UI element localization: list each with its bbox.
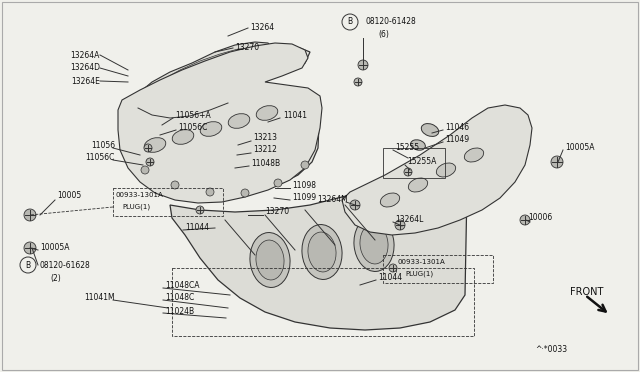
Ellipse shape (308, 232, 336, 272)
Text: 11048B: 11048B (251, 158, 280, 167)
Circle shape (358, 60, 368, 70)
Text: 11056: 11056 (91, 141, 115, 150)
Text: PLUG(1): PLUG(1) (122, 204, 150, 210)
Circle shape (404, 168, 412, 176)
Text: PLUG(1): PLUG(1) (405, 271, 433, 277)
Text: 11056C: 11056C (178, 122, 207, 131)
Text: 11056+A: 11056+A (175, 110, 211, 119)
Circle shape (274, 179, 282, 187)
Text: 13264M: 13264M (317, 196, 348, 205)
Text: 08120-61428: 08120-61428 (365, 17, 416, 26)
Ellipse shape (465, 148, 484, 162)
Bar (383, 255, 493, 283)
Text: 13264D: 13264D (70, 64, 100, 73)
Circle shape (206, 188, 214, 196)
Ellipse shape (360, 224, 388, 264)
Ellipse shape (200, 122, 222, 136)
Text: 11099: 11099 (292, 192, 316, 202)
Circle shape (196, 206, 204, 214)
Circle shape (350, 200, 360, 210)
Ellipse shape (250, 232, 290, 288)
Bar (113, 188, 223, 216)
Ellipse shape (228, 114, 250, 128)
Text: 11044: 11044 (185, 224, 209, 232)
Circle shape (141, 166, 149, 174)
Text: 15255A: 15255A (407, 157, 436, 167)
Circle shape (241, 189, 249, 197)
Text: 10005: 10005 (57, 192, 81, 201)
Text: 11098: 11098 (292, 180, 316, 189)
Text: 15255: 15255 (395, 144, 419, 153)
Circle shape (146, 158, 154, 166)
Polygon shape (128, 100, 232, 122)
Ellipse shape (256, 240, 284, 280)
Circle shape (551, 156, 563, 168)
Circle shape (520, 215, 530, 225)
Circle shape (354, 78, 362, 86)
Text: 10006: 10006 (528, 214, 552, 222)
Text: 11049: 11049 (445, 135, 469, 144)
Ellipse shape (380, 193, 399, 207)
Text: 11024B: 11024B (165, 307, 194, 315)
Polygon shape (170, 135, 468, 330)
Text: 00933-1301A: 00933-1301A (398, 259, 445, 265)
Ellipse shape (354, 217, 394, 272)
Text: 13270: 13270 (265, 208, 289, 217)
Text: 13264A: 13264A (70, 51, 100, 60)
Polygon shape (118, 43, 322, 203)
Bar (383, 148, 445, 178)
Text: 10005A: 10005A (565, 144, 595, 153)
Text: 11046: 11046 (445, 124, 469, 132)
Circle shape (24, 242, 36, 254)
Ellipse shape (172, 130, 194, 144)
Circle shape (144, 144, 152, 152)
Polygon shape (125, 47, 320, 200)
Circle shape (171, 181, 179, 189)
Circle shape (389, 264, 397, 272)
Polygon shape (342, 105, 532, 235)
Circle shape (395, 220, 405, 230)
Text: 13264: 13264 (250, 23, 274, 32)
Ellipse shape (421, 124, 438, 137)
Text: FRONT: FRONT (570, 287, 604, 297)
Text: 11048CA: 11048CA (165, 280, 200, 289)
Text: 11041M: 11041M (84, 294, 115, 302)
Text: 11044: 11044 (378, 273, 402, 282)
Text: 13264L: 13264L (395, 215, 424, 224)
Circle shape (301, 161, 309, 169)
Text: 13270: 13270 (235, 44, 259, 52)
Text: 11056C: 11056C (86, 154, 115, 163)
Text: 13212: 13212 (253, 145, 277, 154)
Text: 13213: 13213 (253, 134, 277, 142)
Ellipse shape (408, 178, 428, 192)
Ellipse shape (411, 140, 426, 150)
Ellipse shape (144, 138, 166, 153)
Text: 13264E: 13264E (71, 77, 100, 86)
Text: B: B (348, 17, 353, 26)
Circle shape (24, 209, 36, 221)
Polygon shape (143, 48, 260, 105)
Text: (2): (2) (50, 273, 61, 282)
Text: (6): (6) (378, 31, 389, 39)
Ellipse shape (256, 106, 278, 120)
Text: ^·*0033: ^·*0033 (535, 346, 567, 355)
Polygon shape (138, 42, 272, 108)
Text: 00933-1301A: 00933-1301A (115, 192, 163, 198)
Text: 08120-61628: 08120-61628 (40, 260, 91, 269)
Text: 10005A: 10005A (40, 244, 70, 253)
Ellipse shape (436, 163, 456, 177)
Text: 11048C: 11048C (165, 294, 195, 302)
Text: 11041: 11041 (283, 110, 307, 119)
Bar (172, 268, 474, 336)
Ellipse shape (302, 225, 342, 279)
Text: B: B (26, 260, 31, 269)
